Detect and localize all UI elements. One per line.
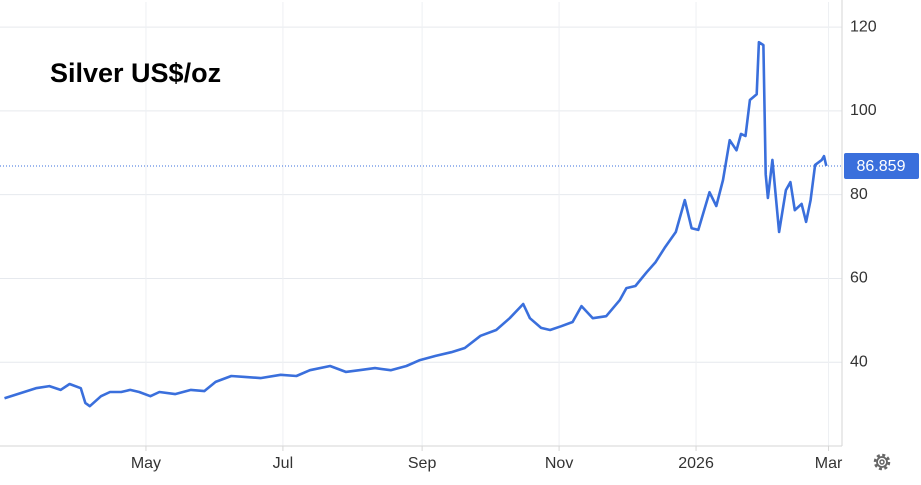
x-tick-label: May	[131, 455, 161, 472]
grid	[0, 2, 842, 446]
x-tick-label: Nov	[545, 455, 573, 472]
chart-title: Silver US$/oz	[50, 58, 221, 88]
y-tick-label: 40	[850, 353, 868, 370]
current-value-badge	[844, 152, 919, 179]
y-tick-label: 60	[850, 270, 868, 287]
y-tick-label: 80	[850, 186, 868, 203]
x-tick-label: Jul	[273, 455, 293, 472]
price-line	[4, 40, 828, 408]
x-tick-label: 2026	[678, 455, 714, 472]
gear-ring	[876, 456, 888, 468]
current-value-label: 86.859	[857, 158, 906, 175]
gear-hub	[879, 459, 885, 465]
y-tick-label: 100	[850, 102, 877, 119]
gear-teeth	[873, 453, 891, 471]
x-tick-label: Mar	[815, 455, 843, 472]
x-tick-label: Sep	[408, 455, 437, 472]
settings-icon[interactable]	[873, 453, 891, 471]
y-tick-label: 120	[850, 18, 877, 35]
